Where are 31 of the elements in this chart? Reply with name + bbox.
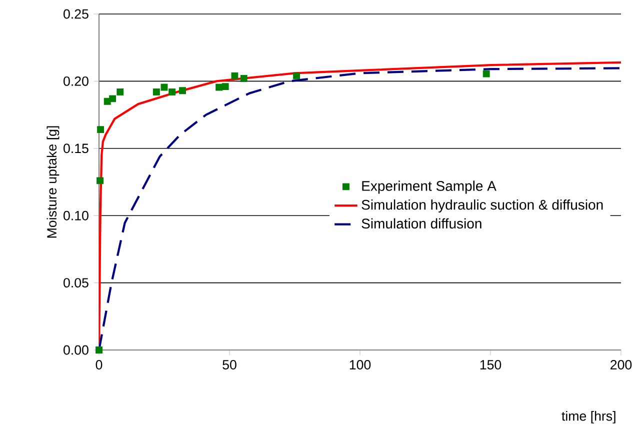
x-tick-label: 200 [610, 360, 632, 370]
y-axis-title: Moisture uptake [g] [46, 126, 60, 238]
point [240, 75, 248, 82]
y-tick-label: 0.10 [64, 210, 88, 220]
point [168, 88, 176, 96]
y-tick-label: 0.15 [64, 144, 88, 154]
point [109, 95, 116, 102]
legend-label: Simulation diffusion [362, 218, 482, 229]
legend-label: Simulation hydraulic suction & diffusion [362, 199, 603, 213]
x-axis-title: time [hrs] [562, 410, 616, 424]
x-tick-label: 150 [480, 360, 502, 370]
point [96, 346, 102, 354]
point [293, 72, 300, 80]
point [482, 70, 490, 78]
y-tick-label: 0.25 [64, 9, 88, 19]
point [160, 84, 168, 91]
x-tick-label: 0 [96, 360, 102, 370]
point [96, 177, 104, 184]
point [179, 87, 186, 94]
point [116, 88, 124, 96]
y-tick-label: 0.00 [64, 345, 88, 355]
y-tick-label: 0.05 [64, 278, 88, 288]
point [97, 126, 104, 134]
x-tick-label: 50 [222, 360, 236, 370]
x-tick-label: 100 [350, 360, 371, 370]
point [216, 84, 223, 91]
legend-label: Experiment Sample A [362, 180, 496, 194]
point [152, 88, 160, 96]
y-tick-label: 0.20 [64, 76, 88, 86]
point [222, 83, 229, 90]
point [231, 72, 238, 80]
